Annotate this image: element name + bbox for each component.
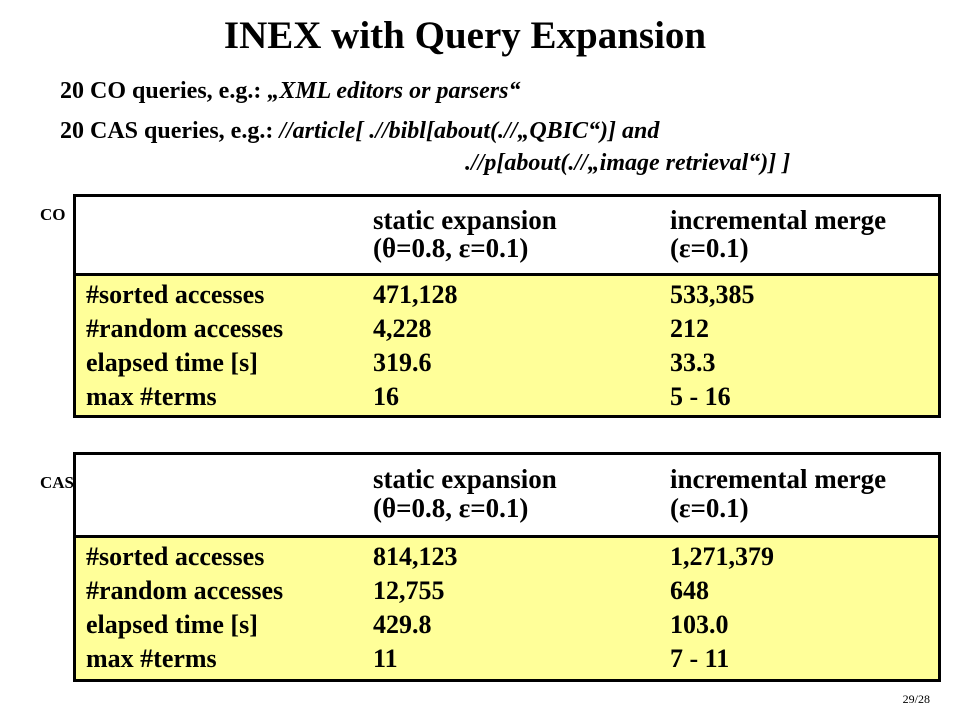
metric-label: #random accesses [86, 314, 284, 343]
incremental-value: 33.3 [670, 348, 716, 377]
header-static-expansion: static expansion [373, 464, 557, 494]
incremental-value: 7 - 11 [670, 644, 730, 673]
static-value: 319.6 [373, 348, 432, 377]
header-static-expansion: static expansion [373, 205, 557, 235]
table-body: #sorted accesses 814,123 1,271,379 #rand… [76, 538, 938, 679]
co-table-label: CO [40, 205, 66, 224]
incremental-value: 5 - 16 [670, 382, 731, 411]
co-query-line: 20 CO queries, e.g.: „XML editors or par… [60, 77, 520, 105]
incremental-value: 103.0 [670, 610, 729, 639]
incremental-value: 1,271,379 [670, 542, 774, 571]
metric-label: #sorted accesses [86, 280, 265, 309]
table-header: static expansion (θ=0.8, ε=0.1) incremen… [76, 455, 938, 538]
header-incremental-merge: incremental merge [670, 464, 887, 494]
metric-label: elapsed time [s] [86, 610, 258, 639]
co-results-table: static expansion (θ=0.8, ε=0.1) incremen… [73, 194, 941, 418]
header-incremental-params: (ε=0.1) [670, 493, 749, 523]
header-incremental-merge: incremental merge [670, 205, 887, 235]
incremental-value: 533,385 [670, 280, 755, 309]
metric-label: #sorted accesses [86, 542, 265, 571]
static-value: 814,123 [373, 542, 458, 571]
header-incremental-params: (ε=0.1) [670, 233, 749, 263]
page-number: 29/28 [902, 692, 930, 706]
static-value: 471,128 [373, 280, 458, 309]
cas-query-prefix: 20 CAS queries, e.g.: [60, 118, 280, 144]
incremental-value: 212 [670, 314, 709, 343]
co-query-prefix: 20 CO queries, e.g.: [60, 78, 268, 104]
static-value: 429.8 [373, 610, 432, 639]
static-value: 16 [373, 382, 399, 411]
static-value: 12,755 [373, 576, 445, 605]
table-body: #sorted accesses 471,128 533,385 #random… [76, 276, 938, 415]
header-static-params: (θ=0.8, ε=0.1) [373, 233, 529, 263]
cas-query-line: 20 CAS queries, e.g.: //article[ .//bibl… [60, 117, 659, 145]
static-value: 4,228 [373, 314, 432, 343]
metric-label: #random accesses [86, 576, 284, 605]
cas-query-example-2: .//p[about(.//„image retrieval“)] ] [465, 150, 791, 176]
metric-label: max #terms [86, 382, 217, 411]
slide-title: INEX with Query Expansion [223, 14, 707, 57]
incremental-value: 648 [670, 576, 709, 605]
header-static-params: (θ=0.8, ε=0.1) [373, 493, 529, 523]
co-query-example: „XML editors or parsers“ [267, 78, 521, 104]
table-header: static expansion (θ=0.8, ε=0.1) incremen… [76, 197, 938, 276]
metric-label: max #terms [86, 644, 217, 673]
cas-results-table: static expansion (θ=0.8, ε=0.1) incremen… [73, 452, 941, 682]
cas-query-line-continued: .//p[about(.//„image retrieval“)] ] [465, 149, 790, 177]
cas-query-example-1: //article[ .//bibl[about(.//„QBIC“)] and [279, 118, 660, 144]
static-value: 11 [373, 644, 398, 673]
metric-label: elapsed time [s] [86, 348, 258, 377]
cas-table-label: CAS [40, 473, 75, 492]
